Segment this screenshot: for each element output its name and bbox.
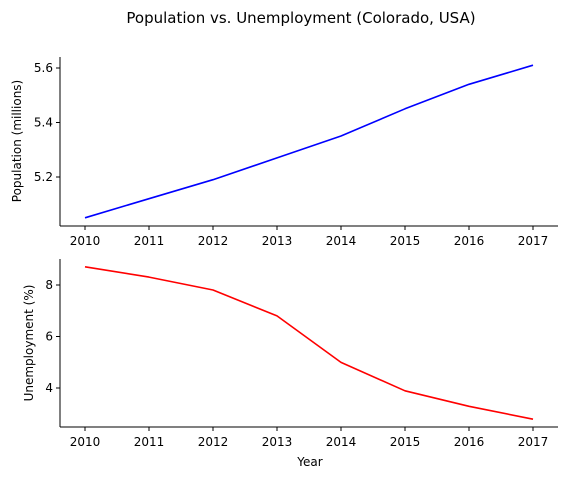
population-y-axis-label: Population (millions) xyxy=(10,80,24,202)
unemployment-y-tick-label: 6 xyxy=(45,330,53,344)
unemployment-y-tick-label: 8 xyxy=(45,278,53,292)
unemployment-chart: Unemployment (%) Year 2010 2011 2012 2013 20… xyxy=(22,259,558,469)
unemployment-x-tick-label: 2014 xyxy=(326,435,357,449)
population-x-tick-label: 2017 xyxy=(518,234,549,248)
unemployment-x-tick-label: 2012 xyxy=(198,435,229,449)
unemployment-y-tick-label: 4 xyxy=(45,381,53,395)
unemployment-y-axis-label: Unemployment (%) xyxy=(22,285,36,402)
figure-title: Population vs. Unemployment (Colorado, U… xyxy=(126,9,475,27)
population-y-tick-label: 5.4 xyxy=(34,115,53,129)
population-y-tick-label: 5.6 xyxy=(34,61,53,75)
unemployment-x-tick-label: 2010 xyxy=(70,435,101,449)
population-x-tick-label: 2011 xyxy=(134,234,165,248)
population-x-tick-label: 2012 xyxy=(198,234,229,248)
population-series-line xyxy=(84,64,534,219)
population-chart: Population (millions) 2010 2011 2012 2013 20… xyxy=(10,57,558,248)
population-y-tick-label: 5.2 xyxy=(34,170,53,184)
population-x-tick-label: 2010 xyxy=(70,234,101,248)
unemployment-x-tick-label: 2013 xyxy=(262,435,293,449)
unemployment-x-tick-label: 2015 xyxy=(390,435,421,449)
unemployment-x-tick-label: 2011 xyxy=(134,435,165,449)
unemployment-series-line xyxy=(84,266,534,420)
population-x-tick-label: 2013 xyxy=(262,234,293,248)
unemployment-x-tick-label: 2017 xyxy=(518,435,549,449)
population-x-tick-label: 2014 xyxy=(326,234,357,248)
population-x-tick-label: 2015 xyxy=(390,234,421,248)
unemployment-x-axis-label: Year xyxy=(296,455,322,469)
unemployment-x-tick-label: 2016 xyxy=(454,435,485,449)
population-x-tick-label: 2016 xyxy=(454,234,485,248)
